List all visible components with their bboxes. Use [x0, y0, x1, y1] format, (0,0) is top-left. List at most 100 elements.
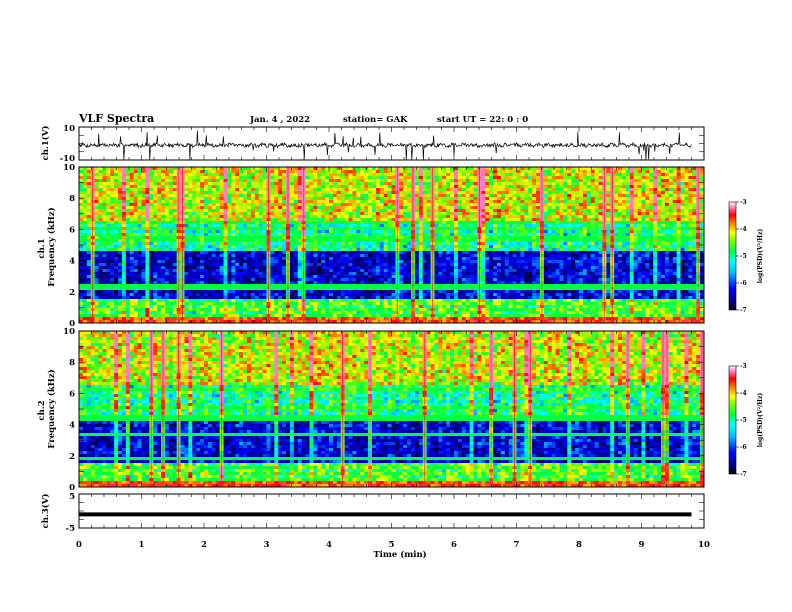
spectrogram-cell — [555, 227, 561, 231]
spectrogram-cell — [235, 227, 240, 231]
spectrogram-cell — [598, 233, 604, 237]
spectrogram-cell — [79, 182, 84, 186]
spectrogram-cell — [157, 251, 162, 255]
spectrogram-cell — [680, 236, 686, 240]
spectrogram-cell — [364, 233, 369, 237]
ch1-waveform-ticks — [78, 126, 705, 161]
spectrogram-cell — [606, 182, 611, 186]
spectrogram-cell — [496, 188, 502, 192]
spectrogram-cell — [329, 233, 334, 237]
spectrogram-cell — [446, 221, 451, 225]
spectrogram-cell — [418, 179, 424, 183]
spectrogram-cell — [672, 245, 678, 249]
spectrogram-cell — [262, 254, 268, 258]
spectrogram-cell — [457, 206, 463, 210]
spectrogram-cell — [559, 248, 564, 252]
spectrogram-cell — [633, 218, 639, 222]
spectrogram-cell — [407, 197, 412, 201]
spectrogram-cell — [125, 215, 131, 219]
spectrogram-cell — [442, 173, 447, 177]
spectrogram-cell — [606, 254, 611, 258]
spectrogram-cell — [508, 185, 514, 189]
spectrogram-cell — [532, 245, 537, 249]
spectrogram-cell — [590, 200, 596, 204]
spectrogram-cell — [481, 170, 486, 174]
spectrogram-cell — [79, 206, 84, 210]
spectrogram-cell — [219, 215, 225, 219]
spectrogram-cell — [496, 182, 502, 186]
spectrogram-cell — [129, 191, 135, 195]
spectrogram-cell — [274, 188, 279, 192]
spectrogram-cell — [684, 254, 689, 258]
spectrogram-cell — [551, 188, 557, 192]
spectrogram-cell — [364, 170, 369, 174]
spectrogram-cell — [649, 203, 654, 207]
spectrogram-cell — [551, 233, 557, 237]
spectrogram-cell — [344, 230, 350, 234]
spectrogram-cell — [461, 194, 467, 198]
spectrogram-cell — [481, 239, 486, 243]
spectrogram-cell — [145, 176, 150, 180]
spectrogram-cell — [375, 209, 381, 213]
spectrogram-cell — [442, 206, 447, 210]
spectrogram-cell — [133, 251, 139, 255]
spectrogram-cell — [137, 170, 143, 174]
spectrogram-cell — [641, 254, 647, 258]
spectrogram-cell — [121, 221, 127, 225]
spectrogram-cell — [485, 209, 490, 213]
spectrogram-cell — [700, 200, 704, 204]
spectrogram-cell — [543, 200, 549, 204]
spectrogram-cell — [352, 212, 357, 216]
spectrogram-cell — [551, 239, 557, 243]
spectrogram-cell — [563, 203, 568, 207]
spectrogram-cell — [141, 242, 147, 246]
spectrogram-cell — [532, 212, 537, 216]
spectrogram-cell — [329, 173, 334, 177]
spectrogram-cell — [450, 176, 455, 180]
spectrogram-cell — [82, 239, 88, 243]
spectrogram-cell — [621, 221, 627, 225]
spectrogram-cell — [344, 239, 350, 243]
spectrogram-cell — [434, 176, 439, 180]
spectrogram-cell — [485, 251, 490, 255]
spectrogram-cell — [571, 248, 576, 252]
spectrogram-cell — [504, 254, 510, 258]
spectrogram-cell — [508, 251, 514, 255]
spectrogram-cell — [493, 185, 498, 189]
spectrogram-cell — [215, 194, 221, 198]
spectrogram-cell — [434, 227, 439, 231]
spectrogram-cell — [414, 200, 420, 204]
spectrogram-cell — [657, 209, 662, 213]
spectrogram-cell — [680, 254, 686, 258]
spectrogram-cell — [98, 251, 104, 255]
spectrogram-cell — [133, 254, 139, 258]
spectrogram-cell — [469, 227, 475, 231]
spectrogram-cell — [438, 167, 443, 171]
spectrogram-cell — [625, 218, 631, 222]
spectrogram-cell — [200, 206, 205, 210]
spectrogram-cell — [629, 233, 635, 237]
spectrogram-cell — [118, 185, 123, 189]
spectrogram-cell — [196, 242, 201, 246]
spectrogram-cell — [270, 224, 275, 228]
spectrogram-cell — [461, 245, 467, 249]
spectrogram-cell — [227, 167, 232, 171]
spectrogram-cell — [254, 242, 260, 246]
spectrogram-cell — [309, 206, 314, 210]
spectrogram-cell — [243, 212, 248, 216]
spectrogram-cell — [321, 254, 326, 258]
spectrogram-cell — [129, 215, 135, 219]
spectrogram-cell — [461, 209, 467, 213]
spectrogram-cell — [329, 227, 334, 231]
spectrogram-cell — [645, 197, 650, 201]
spectrogram-cell — [590, 236, 596, 240]
spectrogram-cell — [129, 245, 135, 249]
spectrogram-cell — [196, 257, 201, 261]
spectrogram-cell — [360, 230, 365, 234]
spectrogram-cell — [223, 206, 229, 210]
spectrogram-cell — [204, 242, 209, 246]
spectrogram-cell — [364, 242, 369, 246]
spectrogram-cell — [657, 233, 662, 237]
spectrogram-cell — [692, 242, 697, 246]
spectrogram-cell — [168, 176, 174, 180]
